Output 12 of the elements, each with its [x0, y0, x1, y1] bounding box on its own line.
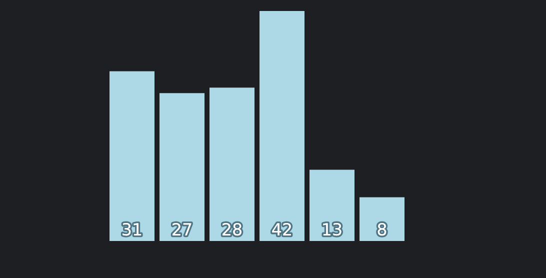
bar: [160, 93, 204, 241]
bar: [110, 71, 154, 241]
bar: [360, 197, 404, 241]
data-label: 8: [378, 222, 386, 236]
data-label: 13: [323, 222, 342, 236]
bar: [260, 11, 304, 241]
data-label: 42: [272, 222, 291, 236]
bar: [210, 88, 254, 241]
data-label: 31: [122, 222, 142, 236]
data-label: 27: [172, 222, 192, 236]
bar: [310, 170, 354, 241]
data-label: 28: [222, 222, 242, 236]
